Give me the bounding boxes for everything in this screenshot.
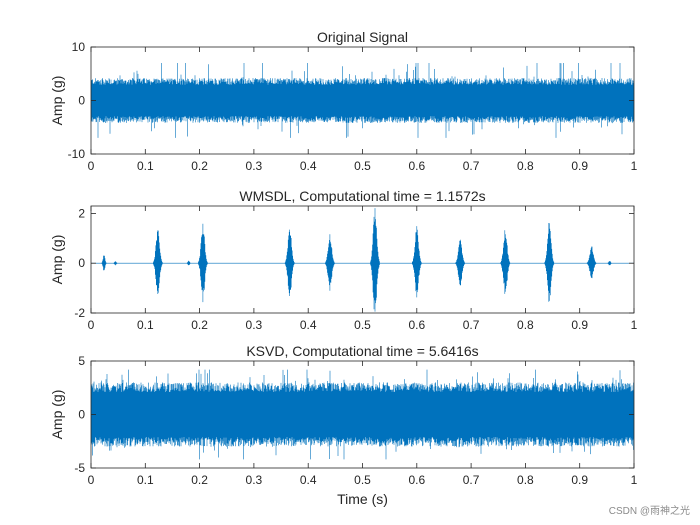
x-tick-label: 0.7 bbox=[463, 318, 480, 332]
x-tick-label: 0.8 bbox=[517, 473, 534, 487]
y-axis-label: Amp (g) bbox=[49, 235, 65, 285]
x-tick-label: 0.3 bbox=[246, 318, 263, 332]
y-tick-label: -10 bbox=[68, 147, 86, 161]
y-axis-label: Amp (g) bbox=[49, 390, 65, 440]
x-tick-label: 0 bbox=[88, 159, 95, 173]
x-tick-label: 0.7 bbox=[463, 473, 480, 487]
x-tick-label: 0.3 bbox=[246, 159, 263, 173]
x-tick-label: 1 bbox=[631, 159, 638, 173]
watermark-text: CSDN @雨神之光 bbox=[608, 506, 690, 517]
x-tick-label: 0.4 bbox=[300, 473, 317, 487]
x-tick-label: 0.5 bbox=[354, 318, 371, 332]
signal-trace bbox=[91, 208, 634, 312]
subplot-title: Original Signal bbox=[317, 29, 408, 45]
signal-trace bbox=[91, 369, 634, 460]
x-tick-label: 0.5 bbox=[354, 473, 371, 487]
x-tick-label: 0.9 bbox=[571, 159, 588, 173]
x-tick-label: 0.8 bbox=[517, 318, 534, 332]
x-tick-label: 0.2 bbox=[191, 318, 208, 332]
x-tick-label: 0.2 bbox=[191, 473, 208, 487]
x-tick-label: 0.1 bbox=[137, 473, 154, 487]
x-tick-label: 0.3 bbox=[246, 473, 263, 487]
y-tick-label: 10 bbox=[72, 40, 86, 54]
y-tick-label: -2 bbox=[74, 306, 85, 320]
x-tick-label: 0 bbox=[88, 318, 95, 332]
y-tick-label: 0 bbox=[78, 408, 85, 422]
x-tick-label: 0.2 bbox=[191, 159, 208, 173]
x-tick-label: 0.6 bbox=[408, 159, 425, 173]
y-tick-label: 2 bbox=[78, 206, 85, 220]
y-axis-label: Amp (g) bbox=[49, 76, 65, 126]
x-tick-label: 0 bbox=[88, 473, 95, 487]
x-axis-label: Time (s) bbox=[337, 491, 388, 507]
y-tick-label: -5 bbox=[74, 461, 85, 475]
x-tick-label: 0.7 bbox=[463, 159, 480, 173]
y-tick-label: 5 bbox=[78, 354, 85, 368]
subplot-2: 0 0.1 0.2 0.3 0.4 0.5 0.6 0.7 0.8 0.9 1-202WMSDL, … bbox=[49, 188, 638, 332]
signal-trace bbox=[91, 63, 634, 138]
x-tick-label: 0.6 bbox=[408, 318, 425, 332]
x-tick-label: 0.9 bbox=[571, 473, 588, 487]
x-tick-label: 0.4 bbox=[300, 318, 317, 332]
y-tick-label: 0 bbox=[78, 256, 85, 270]
subplot-1: 0 0.1 0.2 0.3 0.4 0.5 0.6 0.7 0.8 0.9 1-10010Origi… bbox=[49, 29, 638, 173]
subplot-title: WMSDL, Computational time = 1.1572s bbox=[239, 188, 485, 204]
x-tick-label: 1 bbox=[631, 318, 638, 332]
x-tick-label: 0.4 bbox=[300, 159, 317, 173]
x-tick-label: 0.1 bbox=[137, 159, 154, 173]
y-tick-label: 0 bbox=[78, 94, 85, 108]
x-tick-label: 0.1 bbox=[137, 318, 154, 332]
x-tick-label: 0.6 bbox=[408, 473, 425, 487]
x-tick-label: 0.9 bbox=[571, 318, 588, 332]
subplot-title: KSVD, Computational time = 5.6416s bbox=[246, 343, 478, 359]
x-tick-label: 0.8 bbox=[517, 159, 534, 173]
x-tick-label: 0.5 bbox=[354, 159, 371, 173]
x-tick-label: 1 bbox=[631, 473, 638, 487]
